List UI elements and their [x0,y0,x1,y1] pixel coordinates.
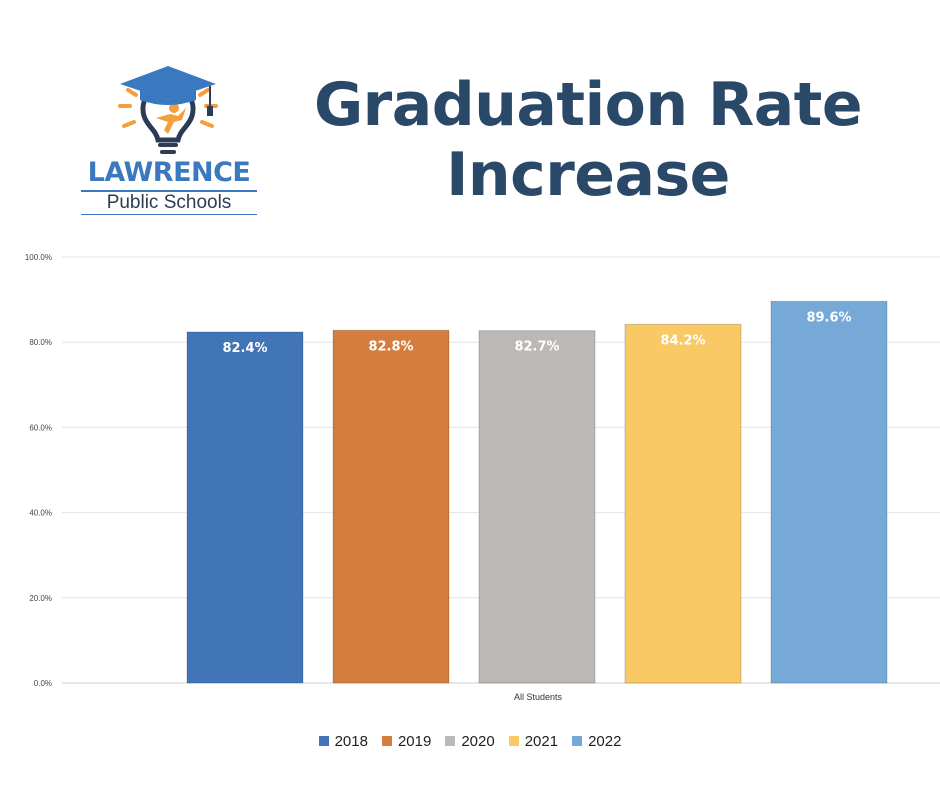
logo: LAWRENCE Public Schools [76,64,260,215]
bar-2020 [478,330,596,684]
legend-item-2021: 2021 [508,732,559,750]
logo-divider [81,190,257,192]
y-tick-label: 20.0% [29,594,52,603]
legend-label: 2021 [524,732,559,750]
y-tick-label: 60.0% [29,423,52,432]
logo-underline [81,214,257,215]
bar-2019 [332,329,450,684]
bar-chart: 0.0% 20.0% 40.0% 60.0% 80.0% 100.0% 82.4% 82.8%… [25,253,940,702]
data-label-2018: 82.4% [222,341,267,356]
legend-item-2020: 2020 [445,732,495,750]
legend-item-2022: 2022 [572,733,621,750]
data-label-2020: 82.7% [514,340,559,355]
data-label-2021: 84.2% [660,333,705,348]
x-category-label: All Students [514,692,563,702]
bar-2022 [770,300,888,684]
logo-name: LAWRENCE [87,157,251,188]
legend-label: 2022 [588,732,622,750]
legend-swatch [318,736,329,746]
bar-2018 [186,331,304,684]
logo-subtitle: Public Schools [106,192,232,213]
title-line-2: Increase [446,140,730,210]
y-tick-label: 100.0% [25,253,52,262]
page-title: Graduation Rate Increase [268,70,908,210]
legend-swatch [508,736,519,746]
legend-swatch [445,736,456,746]
data-label-2019: 82.8% [368,339,413,354]
legend-item-2019: 2019 [381,732,432,750]
y-tick-label: 80.0% [29,338,52,347]
legend-swatch [572,736,583,746]
title-line-1: Graduation Rate [313,70,863,140]
chart-legend: 2018 2019 2020 2021 2022 [0,730,940,752]
legend-item-2018: 2018 [318,732,368,750]
bar-2021 [624,323,742,684]
legend-label: 2020 [461,732,495,750]
data-label-2022: 89.6% [806,310,851,325]
legend-label: 2018 [334,732,368,750]
lightbulb-graduation-cap-icon [118,66,218,154]
y-tick-label: 0.0% [34,679,52,688]
y-tick-label: 40.0% [29,509,52,518]
legend-label: 2019 [397,732,432,750]
legend-swatch [381,736,392,746]
